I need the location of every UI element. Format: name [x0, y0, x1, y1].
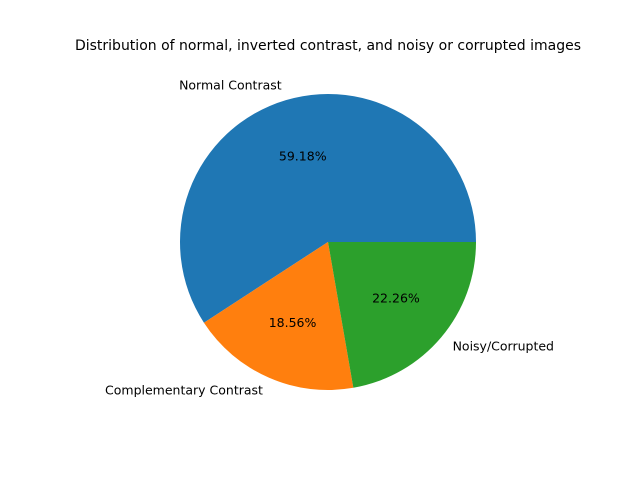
slice-label-noisy-corrupted: Noisy/Corrupted	[453, 338, 554, 353]
percent-label-noisy-corrupted: 22.26%	[372, 291, 420, 306]
pie-slice-noisy-corrupted	[328, 242, 476, 388]
pie-slices	[180, 94, 476, 390]
slice-label-normal-contrast: Normal Contrast	[179, 77, 282, 92]
pie-labels: Normal Contrast 59.18% Complementary Contr…	[105, 77, 554, 397]
percent-label-complementary-contrast: 18.56%	[269, 315, 317, 330]
chart-title: Distribution of normal, inverted contras…	[75, 38, 581, 54]
pie-slice-complementary-contrast	[203, 242, 354, 390]
slice-label-complementary-contrast: Complementary Contrast	[105, 383, 263, 398]
pie-slice-normal-contrast	[180, 94, 476, 323]
percent-label-normal-contrast: 59.18%	[279, 148, 327, 163]
